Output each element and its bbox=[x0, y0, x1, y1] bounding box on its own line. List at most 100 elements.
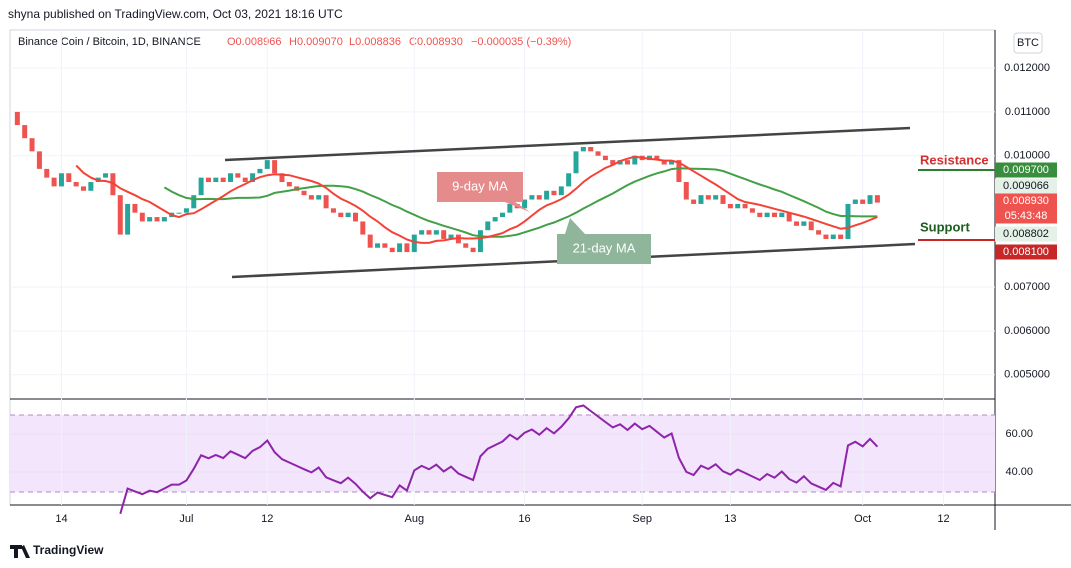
currency-label[interactable]: BTC bbox=[1017, 37, 1039, 49]
candle-body bbox=[588, 146, 594, 152]
candle-body bbox=[242, 177, 248, 183]
candle-body bbox=[661, 160, 667, 165]
candle-body bbox=[566, 173, 572, 187]
resistance-label: Resistance bbox=[920, 152, 989, 167]
candle-body bbox=[257, 168, 263, 174]
ma21-label: 21-day MA bbox=[573, 240, 636, 255]
candle-body bbox=[705, 195, 711, 200]
rsi-tick-label: 40.00 bbox=[1005, 466, 1033, 478]
price-tag-time: 05:43:48 bbox=[1005, 210, 1048, 222]
candle-body bbox=[147, 217, 153, 222]
candle-body bbox=[874, 195, 880, 203]
channel-top bbox=[224, 126, 911, 162]
candle-body bbox=[125, 203, 131, 235]
candle-body bbox=[544, 190, 550, 200]
candle-body bbox=[345, 212, 351, 218]
candle-body bbox=[272, 160, 278, 174]
candle-body bbox=[529, 195, 535, 200]
candle-body bbox=[51, 177, 57, 187]
candle-body bbox=[22, 125, 28, 139]
candle-body bbox=[551, 190, 557, 196]
candle-body bbox=[250, 173, 256, 183]
candle-body bbox=[81, 186, 87, 191]
candle-body bbox=[183, 208, 189, 213]
rsi-line bbox=[119, 404, 879, 515]
candle-body bbox=[573, 151, 579, 174]
candle-body bbox=[352, 212, 358, 222]
candle-body bbox=[426, 230, 432, 235]
y-tick-label: 0.011000 bbox=[1005, 106, 1050, 118]
candle-body bbox=[338, 212, 344, 218]
candle-body bbox=[36, 151, 42, 169]
candle-body bbox=[771, 212, 777, 218]
currency-button[interactable] bbox=[1013, 32, 1043, 54]
candle-body bbox=[213, 177, 219, 183]
candle-body bbox=[316, 195, 322, 200]
ma9-line bbox=[75, 155, 878, 244]
candle-body bbox=[830, 234, 836, 239]
candle-body bbox=[367, 234, 373, 248]
candle-body bbox=[139, 212, 145, 222]
candle-body bbox=[29, 138, 35, 152]
candle-body bbox=[220, 177, 226, 183]
candle-body bbox=[764, 212, 770, 218]
candle-body bbox=[522, 199, 528, 209]
x-tick-label: 13 bbox=[724, 513, 736, 525]
candle-body bbox=[720, 195, 726, 204]
candle-body bbox=[749, 208, 755, 213]
candle-body bbox=[463, 243, 469, 248]
candle-body bbox=[308, 195, 314, 200]
candle-body bbox=[727, 203, 733, 209]
candle-body bbox=[632, 155, 638, 165]
candle-body bbox=[823, 234, 829, 239]
ma21-line bbox=[163, 167, 878, 238]
candle-body bbox=[485, 221, 491, 231]
candle-body bbox=[397, 243, 403, 253]
rsi-band bbox=[10, 415, 995, 492]
candle-body bbox=[44, 168, 50, 178]
x-tick-label: 16 bbox=[518, 513, 530, 525]
candle-body bbox=[323, 195, 329, 209]
x-tick-label: Jul bbox=[179, 513, 193, 525]
y-tick-label: 0.005000 bbox=[1004, 369, 1050, 381]
candle-body bbox=[198, 177, 204, 196]
candle-body bbox=[419, 230, 425, 235]
candle-body bbox=[669, 160, 675, 165]
ohlc-low: L0.008836 bbox=[349, 36, 401, 48]
candle-body bbox=[66, 173, 72, 183]
logo bbox=[10, 545, 30, 558]
candle-body bbox=[808, 221, 814, 231]
candle-body bbox=[117, 195, 123, 235]
price-tag-label: 0.008100 bbox=[1003, 246, 1049, 258]
y-tick-label: 0.012000 bbox=[1004, 62, 1050, 74]
x-tick-label: Aug bbox=[405, 513, 425, 525]
y-tick-label: 0.006000 bbox=[1004, 325, 1050, 337]
candle-body bbox=[536, 195, 542, 200]
candle-body bbox=[779, 212, 785, 218]
candle-body bbox=[103, 173, 109, 178]
x-tick-label: Oct bbox=[854, 513, 871, 525]
candle-body bbox=[500, 212, 505, 218]
price-tag bbox=[995, 162, 1057, 178]
candle-body bbox=[786, 212, 792, 222]
ohlc-high: H0.009070 bbox=[289, 36, 343, 48]
candle-body bbox=[441, 230, 447, 239]
x-tick-label: 14 bbox=[55, 513, 67, 525]
candle-body bbox=[264, 160, 270, 169]
ma9-callout bbox=[437, 172, 530, 212]
candle-body bbox=[448, 234, 454, 239]
price-tag bbox=[995, 193, 1057, 224]
candle-body bbox=[389, 247, 395, 253]
candle-body bbox=[205, 177, 211, 183]
candle-body bbox=[477, 230, 483, 253]
candle-body bbox=[330, 208, 336, 213]
candle-body bbox=[161, 217, 167, 222]
y-tick-label: 0.007000 bbox=[1004, 281, 1050, 293]
candle-body bbox=[411, 234, 417, 253]
ohlc-open: O0.008966 bbox=[227, 36, 281, 48]
ma9-label: 9-day MA bbox=[452, 178, 508, 193]
support-label: Support bbox=[920, 219, 970, 234]
candle-body bbox=[845, 203, 851, 239]
candle-body bbox=[360, 221, 366, 235]
